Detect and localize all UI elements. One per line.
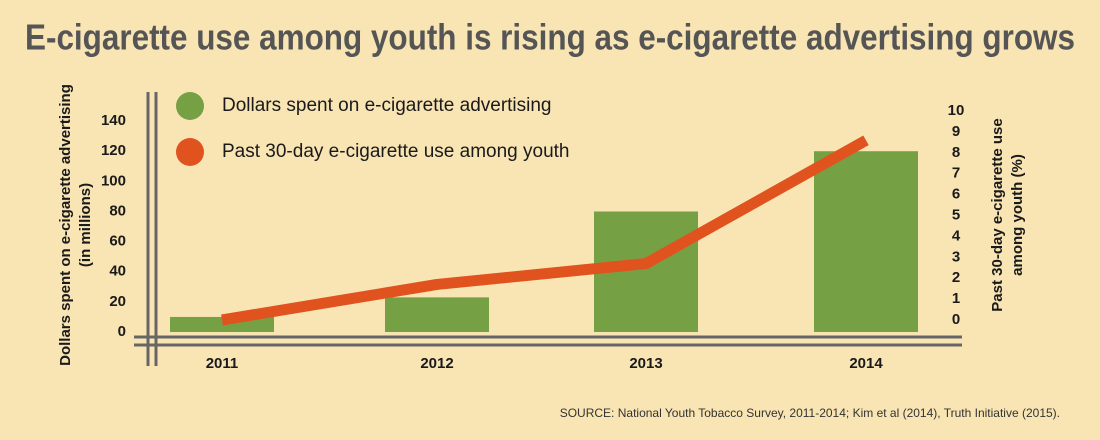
x-tick-label: 2014 bbox=[849, 355, 883, 372]
x-tick-label: 2013 bbox=[629, 355, 662, 372]
legend-marker bbox=[176, 92, 204, 120]
bar bbox=[814, 151, 918, 333]
legend-label: Past 30-day e-cigarette use among youth bbox=[222, 141, 569, 162]
legend-marker bbox=[176, 138, 204, 166]
y-tick-label: 60 bbox=[109, 233, 126, 250]
source-note: SOURCE: National Youth Tobacco Survey, 2… bbox=[560, 406, 1060, 420]
y2-tick-label: 1 bbox=[952, 290, 960, 307]
y2-tick-label: 7 bbox=[952, 165, 960, 182]
y-axis-title: Dollars spent on e-cigarette advertising bbox=[57, 84, 74, 366]
y2-tick-label: 9 bbox=[952, 123, 960, 140]
y-tick-label: 100 bbox=[101, 172, 126, 189]
line bbox=[221, 135, 869, 326]
y-tick-label: 140 bbox=[101, 112, 126, 129]
y-tick-label: 80 bbox=[109, 202, 126, 219]
bar bbox=[385, 297, 489, 333]
y2-tick-label: 2 bbox=[952, 269, 960, 286]
y-tick-label: 40 bbox=[109, 263, 126, 280]
y2-axis-title: among youth (%) bbox=[1009, 154, 1026, 276]
chart-title: E-cigarette use among youth is rising as… bbox=[25, 17, 1075, 58]
y2-tick-label: 4 bbox=[952, 227, 961, 244]
y2-tick-label: 3 bbox=[952, 248, 960, 265]
y2-axis-title: Past 30-day e-cigarette use bbox=[989, 118, 1006, 311]
y-tick-label: 20 bbox=[109, 293, 126, 310]
x-tick-label: 2012 bbox=[420, 355, 453, 372]
y-axis-title: (in millions) bbox=[77, 183, 94, 267]
y2-tick-label: 5 bbox=[952, 206, 960, 223]
y-tick-label: 120 bbox=[101, 142, 126, 159]
legend-label: Dollars spent on e-cigarette advertising bbox=[222, 95, 552, 116]
x-tick-label: 2011 bbox=[206, 355, 239, 372]
y2-tick-label: 6 bbox=[952, 186, 960, 203]
y2-tick-label: 10 bbox=[948, 102, 965, 119]
y2-tick-label: 0 bbox=[952, 311, 960, 328]
y2-tick-label: 8 bbox=[952, 144, 960, 161]
y-tick-label: 0 bbox=[118, 323, 126, 340]
